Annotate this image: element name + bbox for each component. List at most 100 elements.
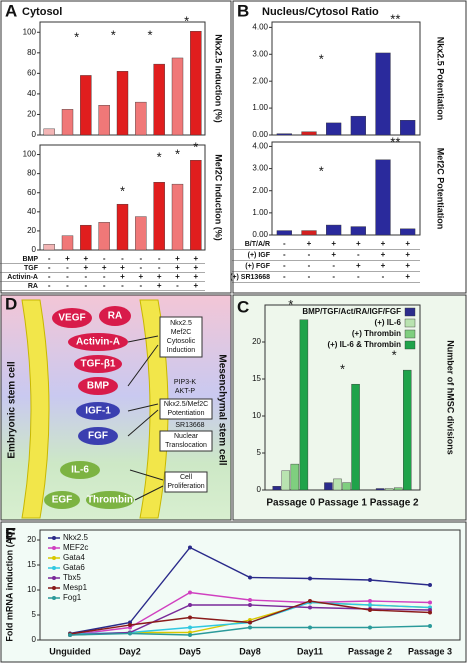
esc-membrane [21,299,50,519]
y-axis-label: Number of hMSC divisions [446,340,456,455]
bar [272,486,281,491]
condition-sign: - [103,281,106,290]
x-tick-label: Day5 [179,646,201,656]
point [128,623,132,627]
cell-label: Embryonic stem cell [7,361,18,458]
ligand-label: VEGF [58,313,85,324]
bar [351,383,360,491]
ligand-label: EGF [52,495,73,506]
significance: * [157,149,162,164]
panel-a-frame [0,0,232,294]
condition-sign: - [308,272,311,281]
point [368,625,372,630]
condition-sign: + [65,254,70,263]
row-label: Activin-A [7,274,38,281]
condition-sign: + [83,263,88,272]
condition-sign: - [283,261,286,270]
condition-sign: + [356,261,361,270]
point [248,575,252,580]
y-tick-label: 60 [27,68,36,77]
bar [403,369,412,491]
point [248,620,252,625]
diagram: Embryonic stem cell Mesenchymal stem cel… [7,299,227,519]
condition-sign: - [139,281,142,290]
condition-sign: + [175,272,180,281]
x-tick-label: Unguided [49,646,91,656]
condition-sign: - [283,239,286,248]
condition-sign: + [193,272,198,281]
point [248,598,252,602]
bar [326,122,342,136]
y-tick-label: 0 [32,635,37,644]
point [188,545,192,550]
bar [342,482,351,491]
condition-sign: - [176,281,179,290]
y-axis-label: Mef2C Potentiation [436,148,446,230]
condition-sign: + [307,239,312,248]
bar [393,487,403,491]
condition-sign: + [331,239,336,248]
y-tick-label: 20 [27,110,36,119]
bar [276,133,292,136]
bar [350,115,366,136]
point [248,625,252,630]
significance: * [288,297,293,312]
condition-sign: - [139,263,142,272]
y-tick-label: 5 [32,610,37,619]
bar [116,203,129,251]
box-text: SR13668 [175,422,204,429]
point [308,576,312,581]
point [128,631,132,636]
significance: * [120,183,125,198]
condition-sign: - [66,263,69,272]
bar [153,63,165,136]
y-tick-label: 20 [252,337,261,346]
panel-label: E [5,524,16,543]
condition-sign: - [103,272,106,281]
bar [375,52,391,136]
ligand [86,491,134,509]
condition-sign: - [158,263,161,272]
condition-sign: - [139,254,142,263]
condition-sign: - [121,281,124,290]
bar [350,226,366,236]
ligand [74,355,122,373]
condition-sign: + [83,254,88,263]
bar [400,120,416,136]
condition-sign: + [405,250,410,259]
condition-sign: - [382,272,385,281]
condition-sign: - [84,281,87,290]
legend-marker [52,586,56,590]
row-label: (+) SR13668 [230,274,270,281]
ligand-label: BMP [87,381,110,392]
box-text: PIP3-K [174,379,197,386]
condition-sign: - [48,281,51,290]
bar [290,463,300,491]
point [68,633,72,637]
condition-sign: + [120,263,125,272]
y-tick-label: 0 [32,130,37,139]
condition-sign: - [66,281,69,290]
y-axis-label: Nkx2.5 Potentiation [436,37,446,121]
ligand [52,308,92,328]
y-tick-label: 15 [252,374,261,383]
y-tick-label: 15 [27,560,36,569]
ligand [99,306,131,326]
point [188,615,192,620]
point [428,583,432,587]
chart-title: Cytosol [22,6,62,18]
significance: * [340,362,345,377]
panel-label: D [5,294,17,313]
condition-sign: - [48,254,51,263]
bar [135,101,147,136]
significance: * [74,29,79,44]
y-tick-label: 0 [257,485,262,494]
row-label: (+) IGF [248,252,271,259]
box-text: Induction [167,347,196,354]
y-tick-label: 10 [252,411,261,420]
y-tick-label: 40 [27,89,36,98]
condition-sign: + [157,272,162,281]
significance: * [184,13,189,28]
significance: * [175,146,180,161]
